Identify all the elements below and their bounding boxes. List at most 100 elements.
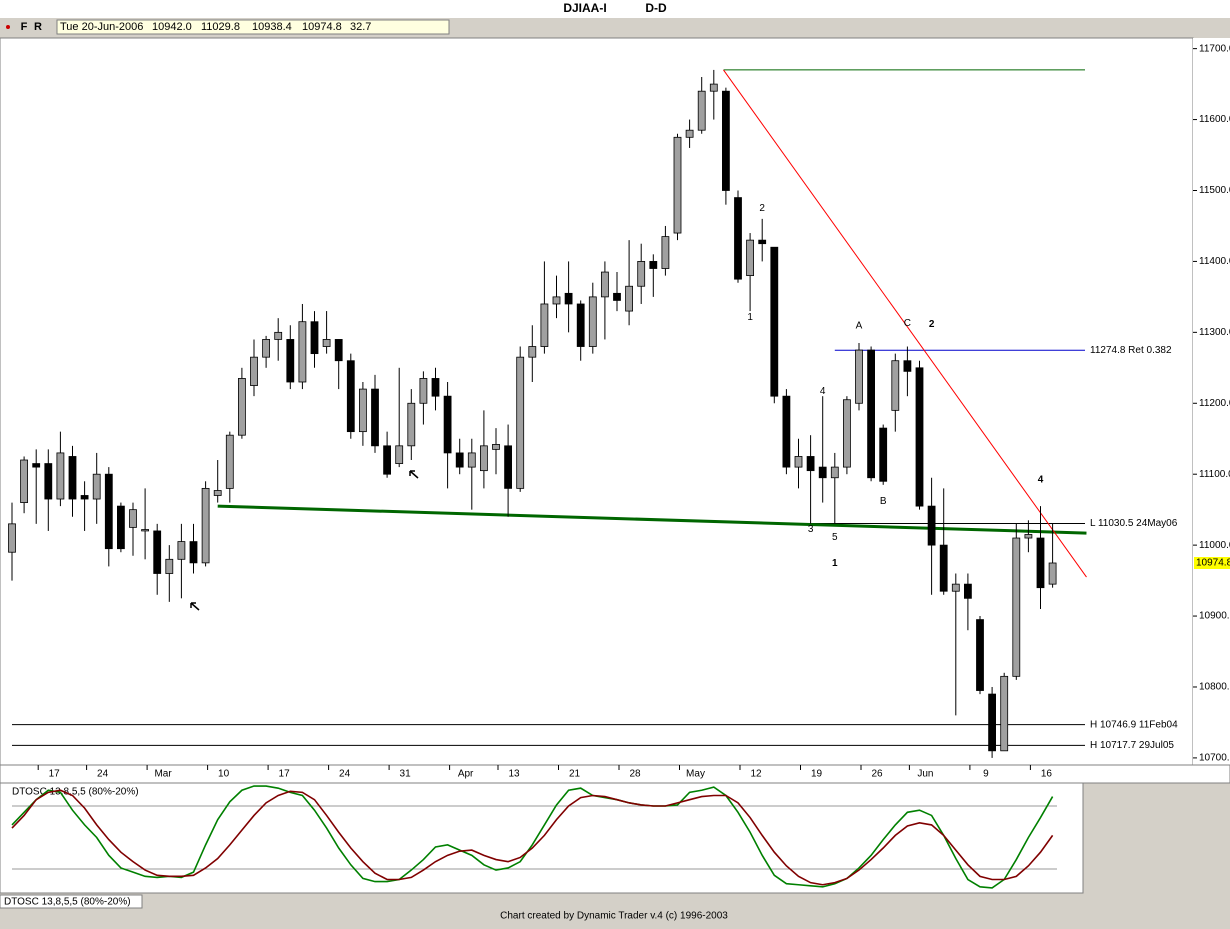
- candle-body: [383, 445, 392, 475]
- candle-body: [649, 261, 658, 269]
- x-tick-label: 19: [811, 769, 823, 780]
- candle-body: [250, 356, 258, 386]
- candle-body: [951, 583, 960, 592]
- wave-label: 1: [832, 558, 838, 569]
- candle-body: [613, 292, 621, 301]
- title-bar: [0, 0, 1230, 18]
- candle-body: [358, 388, 367, 433]
- wave-label: 5: [832, 532, 838, 543]
- candle-body: [806, 456, 815, 472]
- candle-body: [492, 444, 500, 450]
- x-tick-label: 9: [983, 769, 989, 780]
- trend-line: [723, 69, 1087, 578]
- candle-body: [697, 90, 706, 131]
- x-tick-label: 24: [339, 769, 351, 780]
- candle-body: [746, 239, 754, 277]
- last-price-box: [1194, 557, 1230, 570]
- oscillator-tab[interactable]: [0, 894, 143, 909]
- x-tick-label: 12: [750, 769, 762, 780]
- candle-body: [564, 292, 573, 305]
- candle-body: [504, 445, 513, 489]
- footer: Chart created by Dynamic Trader v.4 (c) …: [500, 911, 728, 922]
- oscillator-title: DTOSC 13,8,5,5 (80%-20%): [12, 787, 139, 798]
- candle-body: [80, 495, 89, 500]
- candle-body: [213, 490, 222, 496]
- candle-body: [722, 90, 730, 191]
- candle-body: [371, 388, 379, 447]
- candle-body: [141, 529, 150, 532]
- y-tick-label: 10900.0: [1199, 611, 1230, 622]
- candle-body: [407, 402, 416, 447]
- wave-label: 1: [747, 312, 753, 323]
- candle-body: [830, 466, 839, 479]
- candle-body: [625, 285, 633, 312]
- candle-body: [455, 452, 464, 468]
- candle-body: [915, 367, 924, 507]
- oscillator-line: [11, 789, 1054, 886]
- candle-body: [20, 459, 29, 503]
- button-f[interactable]: F: [21, 21, 28, 33]
- candle-body: [988, 693, 996, 752]
- y-tick-label: 10700.0: [1199, 753, 1230, 764]
- y-tick-label: 11700.0: [1199, 43, 1230, 54]
- candle-body: [237, 378, 246, 436]
- candle-body: [588, 296, 597, 347]
- candle-body: [479, 445, 488, 472]
- candle-body: [117, 505, 125, 550]
- candle-body: [1012, 537, 1021, 677]
- x-tick-label: Apr: [458, 769, 474, 780]
- x-tick-label: 13: [508, 769, 520, 780]
- candle-body: [395, 445, 404, 464]
- y-tick-label: 11400.0: [1199, 256, 1230, 267]
- wave-label: 2: [759, 203, 765, 214]
- y-tick-label: 11600.0: [1199, 114, 1230, 125]
- x-tick-label: 26: [871, 769, 883, 780]
- info-low: 10938.4: [252, 21, 292, 33]
- candle-body: [68, 456, 77, 500]
- x-tick-label: 28: [629, 769, 641, 780]
- candle-body: [516, 356, 525, 489]
- wave-label: B: [880, 496, 887, 507]
- candle-body: [189, 541, 198, 564]
- x-tick-label: Mar: [154, 769, 172, 780]
- candle-body: [782, 395, 791, 468]
- candle-body: [153, 530, 162, 574]
- oscillator-tab-label: DTOSC 13,8,5,5 (80%-20%): [4, 897, 131, 908]
- candle-body: [794, 456, 803, 468]
- x-tick-label: 31: [400, 769, 412, 780]
- wave-label: 3: [808, 524, 814, 535]
- x-tick-label: 10: [218, 769, 230, 780]
- arrow: [190, 602, 200, 611]
- candle-body: [431, 378, 440, 397]
- candle-body: [709, 83, 718, 92]
- candle-body: [286, 339, 295, 383]
- candle-body: [758, 239, 767, 245]
- candle-body: [1048, 562, 1057, 585]
- candle-body: [576, 303, 585, 347]
- level-label: H 10746.9 11Feb04: [1090, 719, 1178, 730]
- candle-body: [528, 346, 537, 358]
- candle-body: [552, 296, 561, 305]
- status-dot: [6, 25, 10, 29]
- candle-body: [262, 339, 271, 358]
- x-tick-label: 17: [279, 769, 291, 780]
- candle-body: [165, 558, 174, 574]
- candle-body: [891, 360, 900, 411]
- price-axis: [1193, 38, 1230, 765]
- candle-body: [843, 399, 851, 468]
- info-box: [56, 19, 450, 35]
- candle-body: [1024, 534, 1033, 539]
- candle-body: [855, 349, 863, 404]
- symbol: DJIAA-I: [563, 1, 606, 15]
- candle-body: [976, 619, 984, 691]
- candle-body: [867, 349, 875, 479]
- level-label: 11274.8 Ret 0.382: [1090, 345, 1172, 356]
- button-r[interactable]: R: [34, 21, 42, 33]
- info-change: 32.7: [350, 21, 371, 33]
- candle-body: [8, 523, 16, 553]
- candle-body: [685, 129, 694, 138]
- last-price-label: 10974.8: [1196, 558, 1230, 569]
- period: D-D: [645, 1, 667, 15]
- candle-body: [637, 261, 646, 287]
